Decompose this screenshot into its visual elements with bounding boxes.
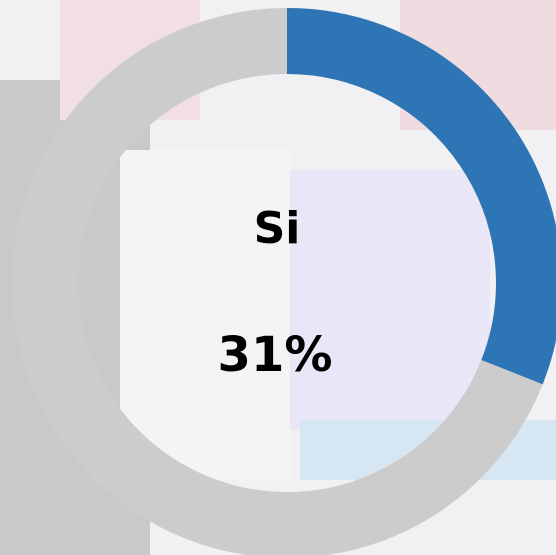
category-label: Si (254, 203, 301, 254)
donut-segment (286, 8, 556, 385)
value-label: 31% (218, 327, 333, 383)
